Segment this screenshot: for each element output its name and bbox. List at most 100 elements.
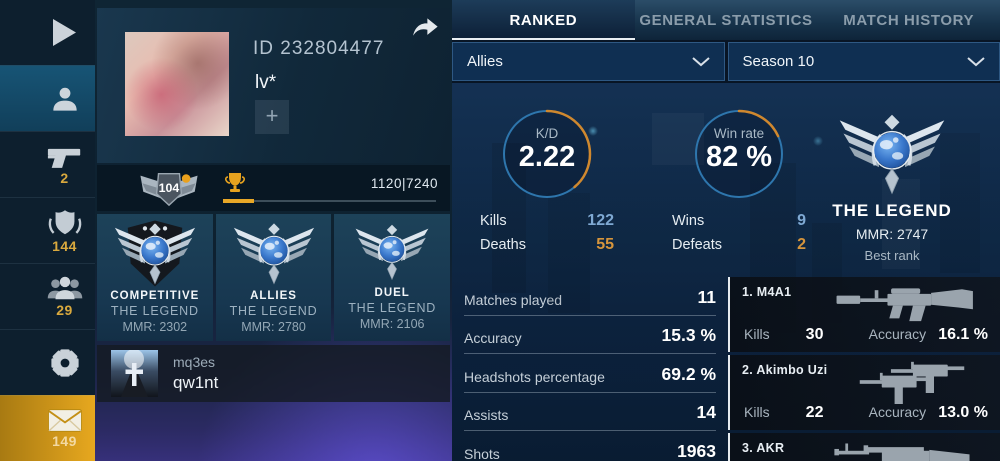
- stat-label: Assists: [464, 407, 509, 423]
- best-rank-mmr: MMR: 2747: [855, 226, 929, 242]
- sidebar-item-mail[interactable]: 149: [0, 395, 95, 461]
- add-status-button[interactable]: +: [255, 100, 289, 134]
- weapon-card-akimbo-uzi: 2. Akimbo Uzi: [728, 355, 1000, 430]
- stat-value: 11: [697, 286, 717, 307]
- weapon-accuracy-value: 13.0 %: [938, 404, 988, 421]
- best-rank-block: THE LEGEND MMR: 2747 Best rank: [816, 109, 968, 263]
- xp-progress-fill: [223, 199, 254, 203]
- filter-row: Allies Season 10: [452, 42, 1000, 81]
- friend-texts: mq3es qw1nt: [173, 354, 218, 393]
- friends-icon: [47, 276, 82, 300]
- winrate-circle: Win rate 82 %: [694, 109, 784, 199]
- rank-title: THE LEGEND: [229, 304, 318, 318]
- stat-label: Shots: [464, 445, 500, 461]
- weapon-accuracy-label: Accuracy: [868, 404, 927, 420]
- season-select[interactable]: Season 10: [727, 42, 1000, 81]
- sidebar-item-weapons[interactable]: 2: [0, 131, 95, 197]
- m4a1-icon: [836, 288, 973, 322]
- ranks-badge: 144: [52, 237, 77, 254]
- akimbo-uzi-icon: [859, 361, 965, 404]
- mail-icon: [47, 408, 82, 432]
- stats-panel: RANKED GENERAL STATISTICS MATCH HISTORY …: [452, 0, 1000, 461]
- bottom-area: Matches played 11 Accuracy 15.3 % Headsh…: [452, 277, 1000, 461]
- mode-select[interactable]: Allies: [452, 42, 725, 81]
- kills-value: 122: [587, 212, 614, 229]
- rank-card-allies[interactable]: ALLIES THE LEGEND MMR: 2780: [215, 214, 332, 341]
- rank-title: THE LEGEND: [110, 304, 199, 318]
- rank-card-duel[interactable]: DUEL THE LEGEND MMR: 2106: [334, 214, 451, 341]
- best-rank-caption: Best rank: [864, 248, 920, 263]
- level-bar: 104 1120|7240: [97, 165, 450, 211]
- winrate-gauge: Win rate 82 % Wins 9 Defeats 2: [664, 109, 814, 263]
- weapon-title: 3. AKR: [742, 441, 785, 455]
- sidebar-item-profile[interactable]: [0, 65, 95, 131]
- stat-value: 1963: [677, 440, 716, 461]
- gear-icon: [50, 348, 79, 377]
- xp-progress-track: [223, 200, 436, 202]
- weapon-accuracy-value: 16.1 %: [938, 326, 988, 343]
- stat-value: 69.2 %: [661, 363, 716, 384]
- rank-card-competitive[interactable]: COMPETITIVE THE LEGEND MMR: 2302: [97, 214, 213, 341]
- weapon-stats: Kills 22 Accuracy 13.0 %: [744, 404, 988, 422]
- weapon-card-m4a1: 1. M4A1 K: [728, 277, 1000, 352]
- deaths-label: Deaths: [480, 237, 526, 253]
- player-name: lv*: [255, 72, 277, 93]
- weapon-stats: Kills 30 Accuracy 16.1 %: [744, 326, 988, 344]
- weapon-kills-value: 30: [805, 326, 824, 343]
- mode-select-value: Allies: [467, 53, 503, 70]
- defeats-label: Defeats: [672, 237, 722, 253]
- wins-value: 9: [797, 212, 806, 229]
- stat-row-headshots: Headshots percentage 69.2 %: [464, 354, 716, 393]
- allies-rank-emblem: [231, 219, 317, 288]
- profile-icon: [52, 87, 77, 111]
- tab-general-statistics[interactable]: GENERAL STATISTICS: [639, 11, 813, 29]
- tab-bar: RANKED GENERAL STATISTICS MATCH HISTORY: [452, 0, 1000, 40]
- weapon-kills-label: Kills: [744, 404, 770, 420]
- weapon-card-akr: 3. AKR: [728, 433, 1000, 461]
- sidebar-item-settings[interactable]: [0, 329, 95, 395]
- tab-ranked[interactable]: RANKED: [452, 0, 635, 40]
- friend-status: qw1nt: [173, 373, 219, 392]
- stat-label: Headshots percentage: [464, 368, 605, 385]
- stat-label: Accuracy: [464, 330, 522, 346]
- weapon-title: 2. Akimbo Uzi: [742, 363, 828, 377]
- level-badge: 104: [137, 168, 201, 208]
- stats-list: Matches played 11 Accuracy 15.3 % Headsh…: [464, 277, 716, 461]
- tab-match-history[interactable]: MATCH HISTORY: [843, 11, 975, 29]
- rank-mmr: MMR: 2106: [359, 317, 425, 331]
- share-button[interactable]: [410, 14, 440, 40]
- top-stats: K/D 2.22 Kills 122 Deaths 55: [452, 83, 1000, 263]
- stat-row-matches: Matches played 11: [464, 277, 716, 316]
- weapon-kills-label: Kills: [744, 326, 770, 342]
- sidebar-item-friends[interactable]: 29: [0, 263, 95, 329]
- sidebar-item-play[interactable]: [0, 0, 95, 65]
- rank-mode: DUEL: [374, 287, 410, 299]
- stat-row-accuracy: Accuracy 15.3 %: [464, 316, 716, 354]
- defeats-value: 2: [797, 236, 806, 253]
- rank-mode: COMPETITIVE: [110, 290, 200, 302]
- sidebar-item-ranks[interactable]: 144: [0, 197, 95, 263]
- sidebar: 2 144 29: [0, 0, 95, 461]
- chevron-down-icon: [967, 56, 985, 66]
- pistol-icon: [47, 148, 80, 168]
- profile-panel: ID 232804477 lv* + 104: [95, 0, 452, 461]
- rank-shield-icon: [48, 209, 81, 234]
- trophy-icon: [225, 172, 245, 193]
- winrate-rows: Wins 9 Defeats 2: [672, 212, 806, 254]
- competitive-rank-emblem: [112, 220, 198, 287]
- share-arrow-icon: [413, 18, 438, 36]
- kd-label: K/D: [535, 126, 559, 141]
- winrate-value: 82 %: [705, 141, 773, 173]
- duel-rank-emblem: [353, 219, 431, 285]
- kd-circle: K/D 2.22: [502, 109, 592, 199]
- stat-label: Matches played: [464, 291, 563, 308]
- player-id: ID 232804477: [253, 38, 385, 59]
- best-rank-emblem: [836, 109, 948, 199]
- friend-row[interactable]: mq3es qw1nt: [97, 345, 450, 402]
- friends-badge: 29: [56, 302, 73, 318]
- rank-title: THE LEGEND: [348, 301, 437, 315]
- rank-mode: ALLIES: [250, 290, 297, 302]
- kd-value: 2.22: [518, 141, 576, 173]
- rank-cards: COMPETITIVE THE LEGEND MMR: 2302 ALLIES …: [97, 214, 451, 341]
- mail-badge: 149: [52, 432, 77, 449]
